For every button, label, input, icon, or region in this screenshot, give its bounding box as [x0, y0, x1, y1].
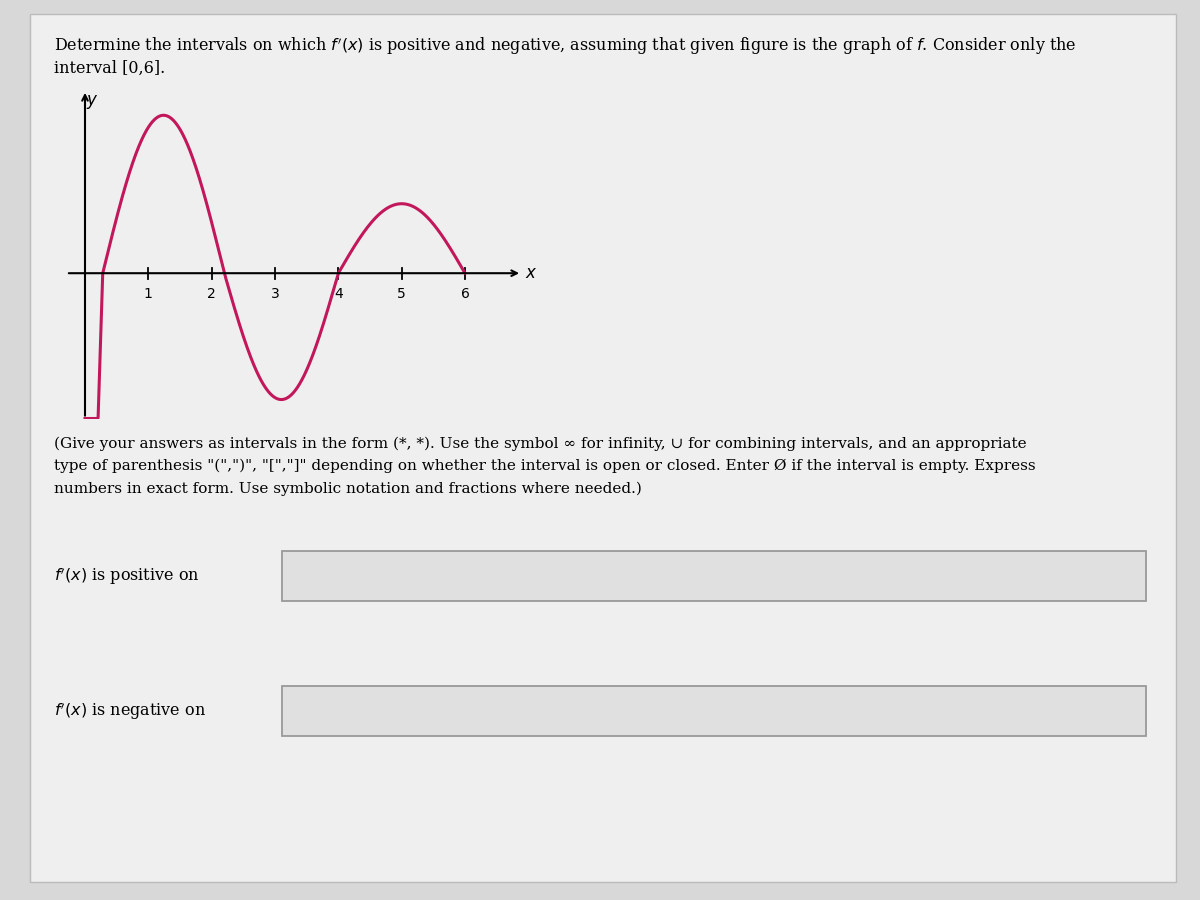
- Text: $x$: $x$: [526, 265, 538, 283]
- FancyBboxPatch shape: [282, 686, 1146, 736]
- Text: 4: 4: [334, 287, 343, 302]
- Text: Determine the intervals on which $f'(x)$ is positive and negative, assuming that: Determine the intervals on which $f'(x)$…: [54, 36, 1076, 58]
- Text: 6: 6: [461, 287, 469, 302]
- Text: $f'(x)$ is negative on: $f'(x)$ is negative on: [54, 700, 206, 722]
- Text: 5: 5: [397, 287, 406, 302]
- Text: interval [0,6].: interval [0,6].: [54, 59, 166, 76]
- Text: 2: 2: [208, 287, 216, 302]
- Text: (Give your answers as intervals in the form (*, *). Use the symbol ∞ for infinit: (Give your answers as intervals in the f…: [54, 436, 1027, 451]
- Text: numbers in exact form. Use symbolic notation and fractions where needed.): numbers in exact form. Use symbolic nota…: [54, 482, 642, 496]
- Text: $f'(x)$ is positive on: $f'(x)$ is positive on: [54, 565, 199, 587]
- FancyBboxPatch shape: [30, 14, 1176, 882]
- Text: 3: 3: [271, 287, 280, 302]
- Text: type of parenthesis "(",")", "[","]" depending on whether the interval is open o: type of parenthesis "(",")", "[","]" dep…: [54, 459, 1036, 473]
- FancyBboxPatch shape: [282, 551, 1146, 601]
- Text: $y$: $y$: [86, 94, 98, 112]
- Text: 1: 1: [144, 287, 152, 302]
